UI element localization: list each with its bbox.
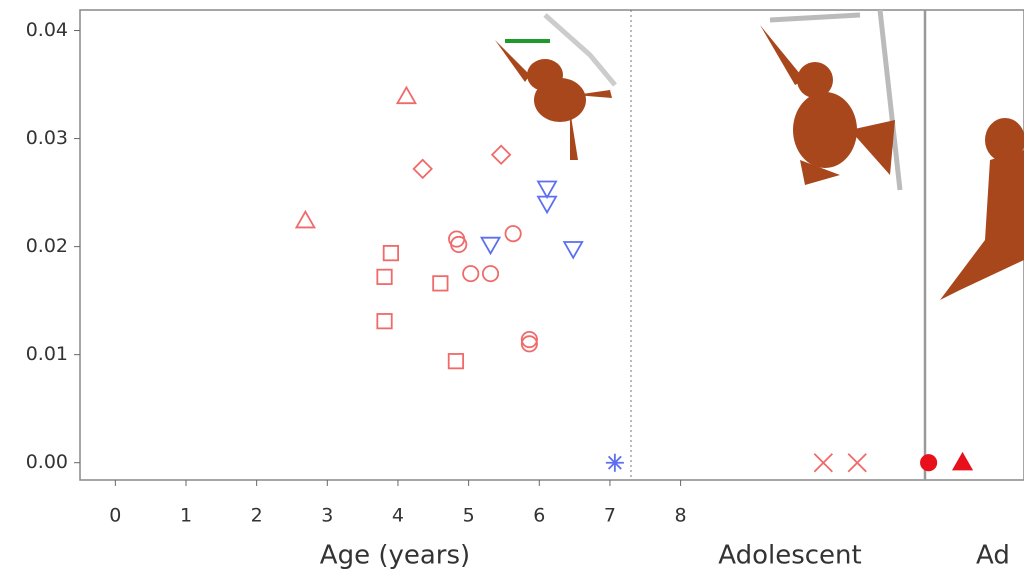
y-tick-label: 0.04 — [26, 19, 68, 41]
point — [294, 209, 316, 229]
point — [462, 265, 480, 283]
point — [395, 85, 417, 105]
x-tick-label: 1 — [180, 505, 192, 527]
point — [376, 313, 393, 330]
point — [520, 335, 538, 353]
point — [520, 330, 538, 349]
point — [412, 158, 433, 180]
point — [605, 453, 624, 472]
point — [536, 195, 558, 215]
panel-label: Adolescent — [718, 541, 861, 571]
y-tick-label: 0.01 — [26, 343, 68, 365]
point — [951, 451, 974, 471]
point — [432, 275, 449, 292]
x-tick-label: 0 — [109, 505, 121, 527]
point — [490, 144, 512, 166]
x-tick-label: 5 — [463, 505, 475, 527]
x-tick-label: 4 — [392, 505, 404, 527]
x-axis-label: Age (years) — [320, 541, 470, 571]
point — [813, 453, 833, 473]
orangutan-illustration — [495, 9, 1024, 300]
y-tick-label: 0.02 — [26, 235, 68, 257]
point — [536, 180, 558, 200]
x-tick-label: 3 — [321, 505, 333, 527]
point — [562, 241, 584, 260]
x-tick-label: 2 — [251, 505, 263, 527]
point — [504, 225, 522, 243]
x-tick-label: 7 — [604, 505, 616, 527]
point — [920, 454, 938, 472]
point — [376, 268, 393, 285]
y-tick-label: 0.03 — [26, 127, 68, 149]
point — [481, 265, 500, 283]
x-tick-label: 6 — [533, 505, 545, 527]
x-tick-label: 8 — [675, 505, 687, 527]
point — [382, 245, 399, 262]
point — [450, 235, 468, 254]
point — [847, 453, 867, 473]
panel-label: Ad — [976, 541, 1010, 571]
y-tick-label: 0.00 — [26, 451, 68, 473]
point — [447, 353, 465, 370]
point — [479, 236, 502, 256]
